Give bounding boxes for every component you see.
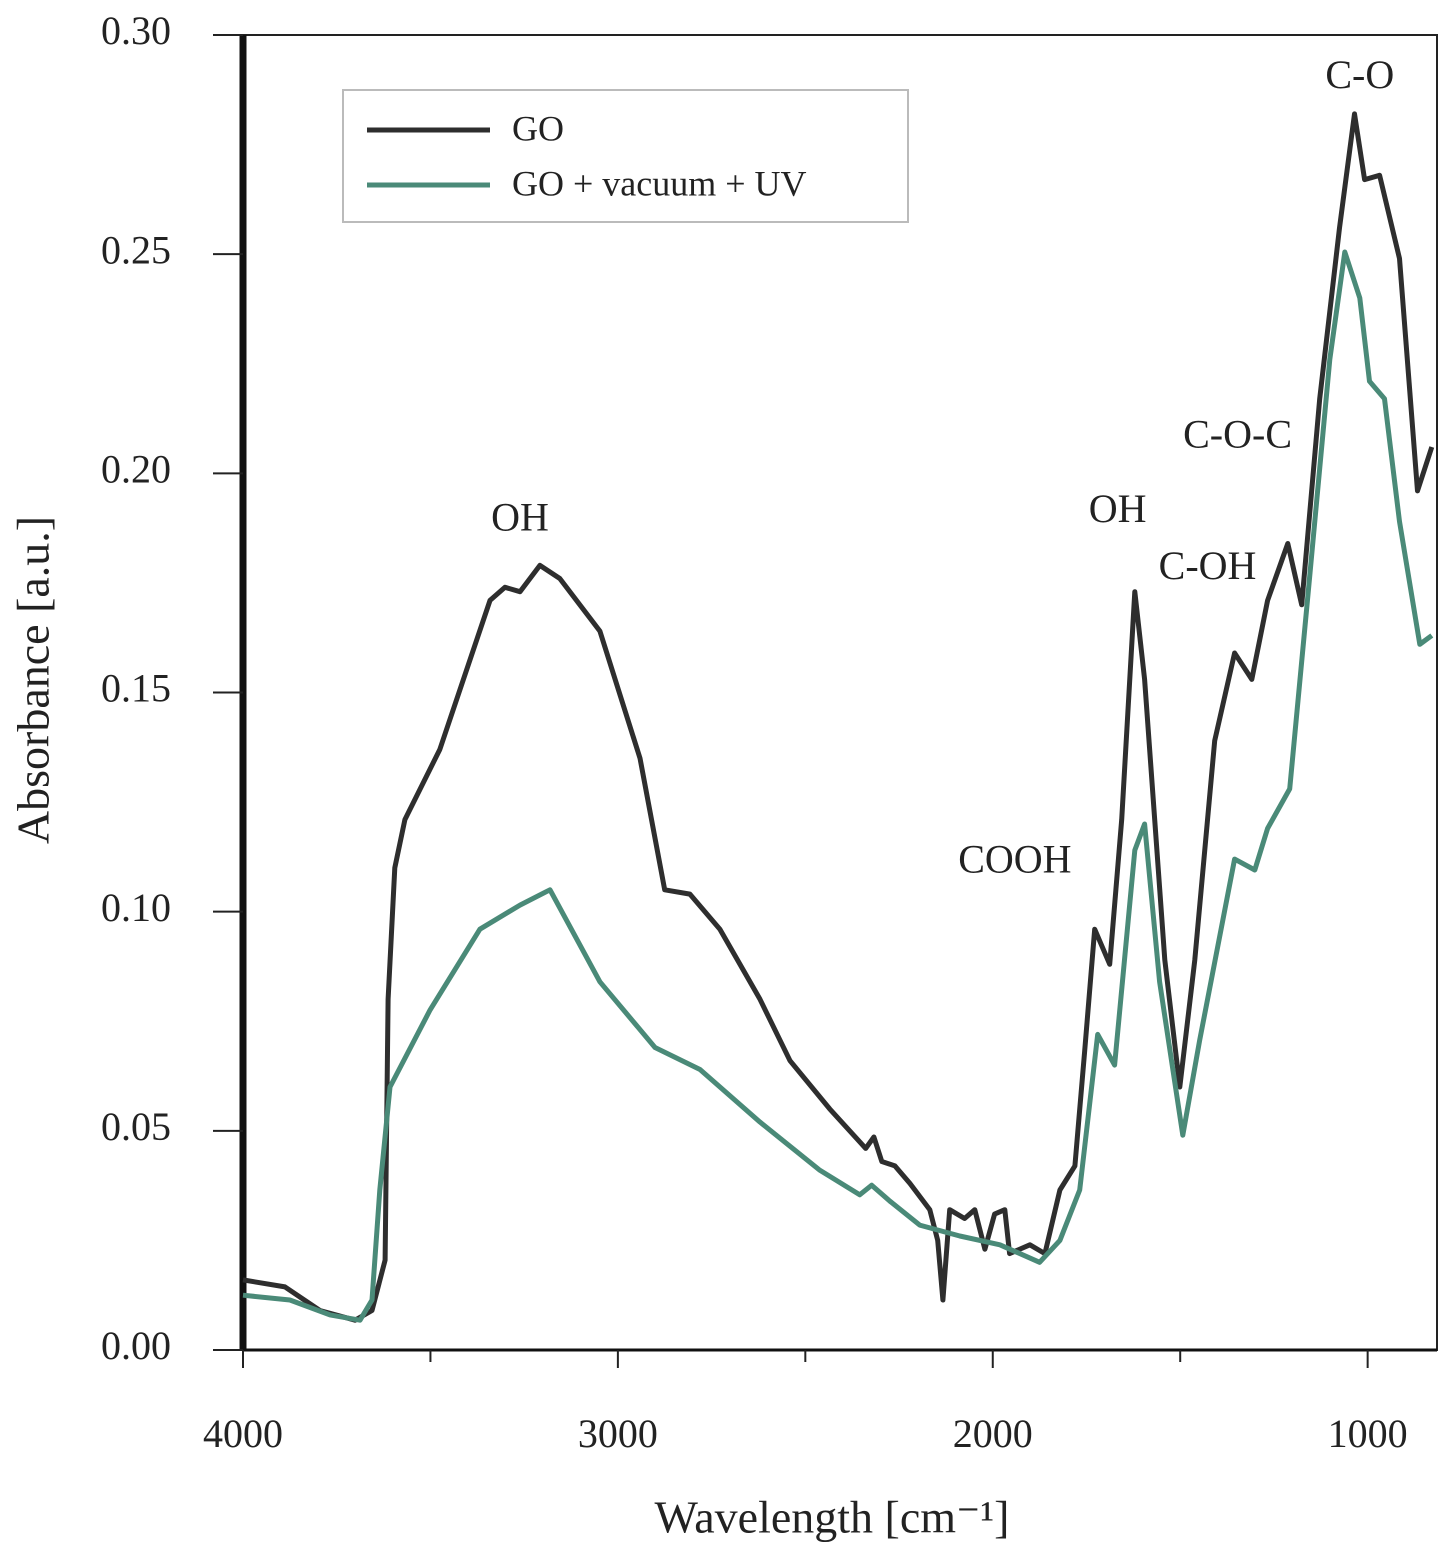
y-tick-label: 0.25: [101, 227, 171, 272]
legend-label: GO + vacuum + UV: [512, 163, 807, 203]
x-tick-label: 4000: [203, 1411, 283, 1456]
x-tick-label: 2000: [953, 1411, 1033, 1456]
y-tick-label: 0.00: [101, 1323, 171, 1368]
series-line: [242, 111, 1435, 1323]
y-tick-label: 0.05: [101, 1104, 171, 1149]
legend-label: GO: [512, 108, 564, 148]
annotation: C-O-C: [1183, 411, 1292, 456]
annotation: COOH: [958, 837, 1071, 882]
y-tick-label: 0.15: [101, 666, 171, 711]
annotation: OH: [491, 495, 549, 540]
annotation: C-OH: [1159, 543, 1257, 588]
legend-box: [342, 89, 909, 223]
x-tick-label: 3000: [578, 1411, 658, 1456]
annotation: C-O: [1325, 52, 1394, 97]
x-axis-label: Wavelength [cm⁻¹]: [655, 1492, 1010, 1543]
series-line: [242, 249, 1434, 1323]
annotation: OH: [1089, 486, 1147, 531]
y-tick-label: 0.30: [101, 8, 171, 53]
x-tick-label: 1000: [1328, 1411, 1408, 1456]
plot-frame: [242, 34, 1438, 1351]
y-tick-label: 0.20: [101, 447, 171, 492]
y-tick-label: 0.10: [101, 885, 171, 930]
y-axis-label: Absorbance [a.u.]: [8, 516, 59, 844]
